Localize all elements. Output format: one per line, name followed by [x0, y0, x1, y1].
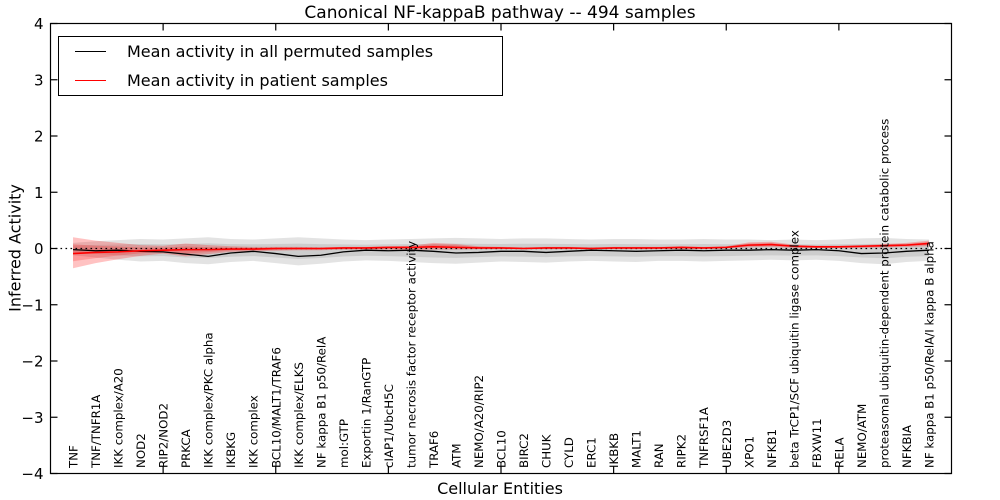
y-tick-label: 4 [34, 15, 44, 33]
series-line-0 [72, 248, 930, 258]
y-tick-label: −1 [21, 296, 43, 314]
x-tick-label: IKK complex/PKC alpha [202, 332, 216, 468]
x-tick-label: cIAP1/UbcH5C [382, 384, 396, 468]
x-tick-label: XPO1 [742, 436, 756, 468]
x-tick-label: NEMO/A20/RIP2 [472, 375, 486, 468]
x-tick-label: CYLD [562, 437, 576, 468]
x-tick-label: IKBKG [224, 432, 238, 468]
x-tick-label: RELA [832, 437, 846, 468]
legend-line-swatch-red [75, 79, 106, 81]
y-tick-label: 0 [34, 240, 44, 258]
x-tick-label: NFKB1 [765, 429, 779, 468]
x-tick-label: IKK complex [247, 395, 261, 468]
x-tick-label: TNFRSF1A [697, 407, 711, 469]
legend-line-swatch-black [75, 51, 106, 53]
y-tick-label: −3 [21, 409, 43, 427]
x-tick-label: TNF [67, 445, 81, 469]
legend-entry-patient: Mean activity in patient samples [59, 66, 502, 94]
y-tick-label: 2 [34, 128, 44, 146]
x-tick-label: NF kappa B1 p50/RelA [314, 337, 328, 468]
x-tick-label: RAN [652, 443, 666, 468]
x-tick-label: RIPK2 [675, 434, 689, 468]
x-tick-label: beta TrCP1/SCF ubiquitin ligase complex [787, 230, 801, 468]
legend: Mean activity in all permuted samples Me… [58, 36, 503, 96]
chart-title: Canonical NF-kappaB pathway -- 494 sampl… [304, 3, 696, 23]
x-tick-label: NOD2 [134, 433, 148, 468]
x-tick-label: PRKCA [179, 429, 193, 468]
x-tick-label: IKK complex/A20 [112, 368, 126, 468]
x-tick-label: proteasomal ubiquitin-dependent protein … [877, 119, 891, 468]
x-tick-label: ATM [449, 443, 463, 468]
x-tick-label: Exportin 1/RanGTP [359, 358, 373, 468]
y-tick-label: −2 [21, 353, 43, 371]
x-tick-label: mol:GTP [337, 419, 351, 468]
legend-label-patient: Mean activity in patient samples [127, 70, 388, 90]
x-tick-label: CHUK [540, 434, 554, 468]
x-tick-label: UBE2D3 [720, 420, 734, 468]
y-tick-label: 3 [34, 71, 44, 89]
x-tick-label: TRAF6 [427, 431, 441, 469]
x-tick-label: IKBKB [607, 433, 621, 468]
x-tick-label: tumor necrosis factor receptor activity [404, 241, 418, 468]
x-tick-label: NF kappa B1 p50/RelA/I kappa B alpha [922, 241, 936, 468]
x-tick-label: NFKBIA [900, 425, 914, 468]
x-tick-label: BIRC2 [517, 433, 531, 468]
x-tick-label: MALT1 [630, 430, 644, 468]
x-axis-label: Cellular Entities [437, 479, 563, 498]
legend-label-permuted: Mean activity in all permuted samples [127, 42, 434, 62]
x-tick-label: TNF/TNFR1A [89, 395, 103, 469]
x-tick-label: RIP2/NOD2 [157, 403, 171, 468]
x-tick-label: FBXW11 [810, 418, 824, 468]
x-tick-label: IKK complex/ELKS [292, 362, 306, 468]
x-tick-label: BCL10 [495, 430, 509, 468]
legend-entry-permuted: Mean activity in all permuted samples [59, 38, 502, 66]
x-tick-label: NEMO/ATM [855, 404, 869, 468]
x-tick-label: ERC1 [585, 437, 599, 468]
y-axis-label: Inferred Activity [5, 184, 25, 312]
y-tick-label: −4 [21, 465, 43, 483]
y-tick-label: 1 [34, 184, 44, 202]
series-line-1 [72, 242, 930, 255]
x-tick-label: BCL10/MALT1/TRAF6 [269, 347, 283, 468]
